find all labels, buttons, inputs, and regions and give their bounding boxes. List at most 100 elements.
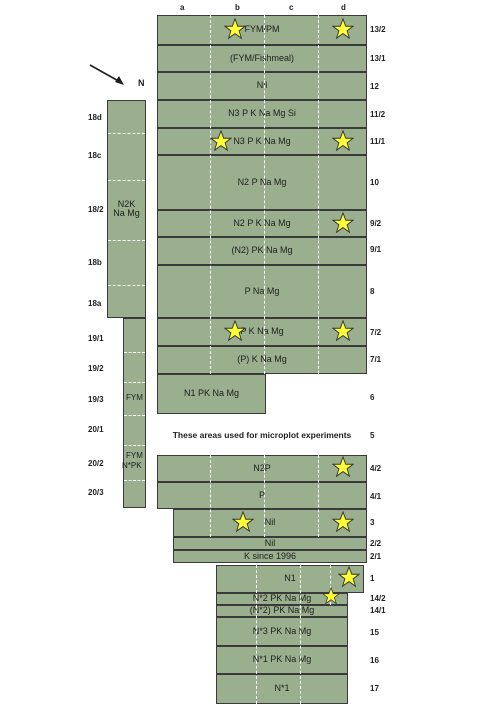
plot-7-1: (P) K Na Mg [157, 346, 367, 374]
star-icon [332, 511, 354, 533]
divider-b-upper [210, 15, 211, 374]
plot-2-2: Nil [173, 537, 367, 550]
label-19-2: 19/2 [88, 364, 104, 373]
plot-14-1: (N*2) PK Na Mg [216, 605, 348, 617]
microplot-note: These areas used for microplot experimen… [157, 418, 367, 452]
plot-15: N*3 PK Na Mg [216, 617, 348, 646]
label-20-2: 20/2 [88, 459, 104, 468]
plot-8: P Na Mg [157, 265, 367, 318]
star-icon [332, 130, 354, 152]
divider-c-lower [264, 455, 265, 537]
label-9-2: 9/2 [370, 219, 382, 228]
label-15: 15 [370, 628, 379, 637]
label-19-1: 19/1 [88, 334, 104, 343]
divider-bottom-2 [300, 565, 301, 704]
plot-6: N1 PK Na Mg [157, 374, 266, 414]
divider-20-3 [124, 480, 145, 481]
plot-16: N*1 PK Na Mg [216, 646, 348, 674]
label-20-1: 20/1 [88, 425, 104, 434]
plot-13-2: FYM/PM [157, 15, 367, 45]
label-17: 17 [370, 684, 379, 693]
divider-bottom-3 [330, 565, 331, 605]
label-18-2: 18/2 [88, 205, 104, 214]
label-8: 8 [370, 287, 375, 296]
plot-2-1-label: K since 1996 [243, 550, 297, 561]
plot-11-2-label: N3 P K Na Mg Si [228, 108, 296, 119]
label-13-2: 13/2 [370, 25, 386, 34]
star-icon [322, 587, 340, 605]
plot-11-1-label: N3 P K Na Mg [233, 135, 291, 146]
star-icon [332, 320, 354, 342]
divider-18c [108, 180, 145, 181]
label-9-1: 9/1 [370, 245, 382, 254]
divider-bottom-1 [256, 565, 257, 704]
star-icon [224, 18, 246, 40]
plot-14-2: N*2 PK Na Mg [216, 593, 348, 605]
plot-10-label: N2 P Na Mg [237, 176, 287, 187]
plot-17-label: N*1 [274, 683, 290, 694]
label-14-1: 14/1 [370, 606, 386, 615]
plot-19 [123, 318, 146, 508]
plot-18-label: N2K Na Mg [113, 198, 140, 218]
north-arrow-icon [89, 64, 124, 85]
label-7-1: 7/1 [370, 355, 382, 364]
divider-18a [108, 285, 145, 286]
plot-11-2: N3 P K Na Mg Si [157, 100, 367, 128]
plot-9-2: N2 P K Na Mg [157, 210, 367, 237]
divider-18d [108, 133, 145, 134]
label-14-2: 14/2 [370, 594, 386, 603]
divider-19-1 [124, 352, 145, 353]
plot-16-label: N*1 PK Na Mg [252, 654, 312, 665]
label-11-1: 11/1 [370, 137, 386, 146]
plot-2-1: K since 1996 [173, 550, 367, 563]
label-2-1: 2/1 [370, 552, 382, 561]
label-18d: 18d [88, 113, 102, 122]
divider-18b [108, 240, 145, 241]
plot-14-1-label: (N*2) PK Na Mg [249, 605, 315, 616]
plot-4-1-label: P [258, 489, 265, 500]
plot-12: Nil [157, 72, 367, 100]
plot-1-label: N1 [284, 573, 296, 584]
plot-17: N*1 [216, 674, 348, 704]
label-18c: 18c [88, 151, 102, 160]
plot-12-label: Nil [256, 80, 268, 91]
plot-11-1: N3 P K Na Mg [157, 128, 367, 155]
divider-d-upper [318, 15, 319, 374]
plot-18: N2K Na Mg [107, 100, 146, 318]
plot-7-2-label: P K Na Mg [240, 326, 284, 337]
divider-20-1 [124, 415, 145, 416]
column-b-label: b [235, 3, 240, 12]
star-icon [332, 212, 354, 234]
star-icon [210, 130, 232, 152]
plot-14-2-label: N*2 PK Na Mg [252, 593, 312, 604]
plot-15-label: N*3 PK Na Mg [252, 625, 312, 636]
label-19-3: 19/3 [88, 395, 104, 404]
plot-7-1-label: (P) K Na Mg [237, 354, 287, 365]
star-icon [232, 511, 254, 533]
label-20-3: 20/3 [88, 488, 104, 497]
star-icon [338, 566, 360, 588]
label-2-2: 2/2 [370, 539, 382, 548]
divider-b-lower [210, 455, 211, 537]
plot-7-2: P K Na Mg [157, 318, 367, 346]
plot-20-2-label-b: N*PK [122, 461, 142, 470]
label-18a: 18a [88, 299, 102, 308]
column-a-label: a [180, 3, 185, 12]
plot-9-1-label: (N2) PK Na Mg [231, 245, 293, 256]
plot-10: N2 P Na Mg [157, 155, 367, 210]
plot-13-1-label: (FYM/Fishmeal) [229, 52, 294, 63]
plot-6-label: N1 PK Na Mg [183, 388, 240, 399]
label-4-2: 4/2 [370, 464, 382, 473]
label-16: 16 [370, 656, 379, 665]
plot-20-2-label-a: FYM [126, 451, 143, 460]
column-d-label: d [341, 3, 346, 12]
label-10: 10 [370, 178, 379, 187]
plot-1: N1 [216, 565, 364, 593]
plot-9-1: (N2) PK Na Mg [157, 237, 367, 265]
divider-20-2 [124, 445, 145, 446]
plot-13-1: (FYM/Fishmeal) [157, 45, 367, 72]
column-c-label: c [289, 3, 294, 12]
divider-19-2 [124, 382, 145, 383]
star-icon [332, 456, 354, 478]
label-7-2: 7/2 [370, 328, 382, 337]
